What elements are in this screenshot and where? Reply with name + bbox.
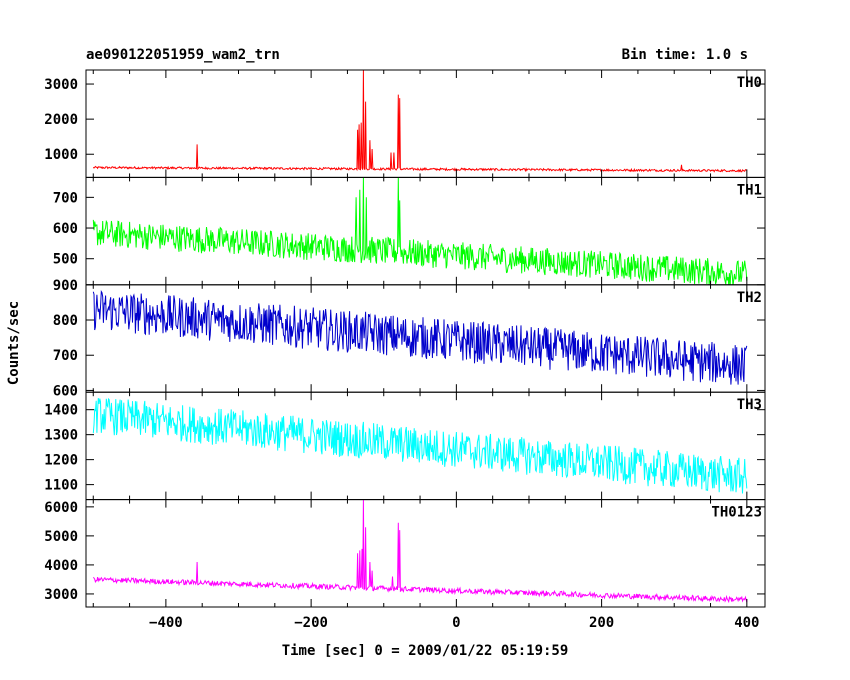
y-tick-label-th0: 2000 — [44, 112, 78, 128]
bin-time-label: Bin time: 1.0 s — [622, 47, 748, 63]
y-tick-label-th3: 1400 — [44, 403, 78, 419]
y-tick-label-th1: 600 — [53, 221, 78, 237]
x-tick-label: 0 — [452, 615, 460, 631]
x-tick-label: −400 — [149, 615, 183, 631]
y-tick-label-th0123: 6000 — [44, 500, 78, 516]
panel-label-th0: TH0 — [737, 75, 762, 91]
x-axis-label: Time [sec] 0 = 2009/01/22 05:19:59 — [282, 643, 569, 659]
series-line-th1 — [92, 177, 748, 285]
panel-label-th2: TH2 — [737, 290, 762, 306]
y-tick-label-th0: 3000 — [44, 77, 78, 93]
y-tick-label-th2: 900 — [53, 278, 78, 294]
series-line-th3 — [92, 397, 748, 494]
y-tick-label-th1: 700 — [53, 190, 78, 206]
y-tick-label-th0123: 5000 — [44, 529, 78, 545]
panel-label-th0123: TH0123 — [711, 505, 762, 521]
series-line-th2 — [92, 290, 748, 385]
x-tick-label: 200 — [589, 615, 614, 631]
panels-group: TH0100020003000TH1500600700TH26007008009… — [44, 69, 766, 631]
y-tick-label-th3: 1200 — [44, 453, 78, 469]
chart-title: ae090122051959_wam2_trn — [86, 47, 280, 63]
panel-frame-th1 — [85, 176, 766, 286]
series-line-th0 — [92, 70, 748, 173]
y-tick-label-th2: 700 — [53, 348, 78, 364]
panel-label-th3: TH3 — [737, 397, 762, 413]
y-tick-label-th2: 800 — [53, 313, 78, 329]
y-tick-label-th0123: 3000 — [44, 587, 78, 603]
y-tick-label-th1: 500 — [53, 252, 78, 268]
y-tick-label-th0: 1000 — [44, 147, 78, 163]
y-axis-label: Counts/sec — [6, 301, 22, 385]
y-tick-label-th3: 1300 — [44, 428, 78, 444]
panel-frame-th0 — [85, 69, 766, 178]
y-tick-label-th2: 600 — [53, 383, 78, 399]
panel-frame-th0123 — [85, 499, 766, 608]
panel-label-th1: TH1 — [737, 182, 762, 198]
series-line-th0123 — [92, 499, 748, 604]
x-tick-label: 400 — [734, 615, 759, 631]
y-tick-label-th0123: 4000 — [44, 558, 78, 574]
y-tick-label-th3: 1100 — [44, 478, 78, 494]
x-tick-label: −200 — [294, 615, 328, 631]
